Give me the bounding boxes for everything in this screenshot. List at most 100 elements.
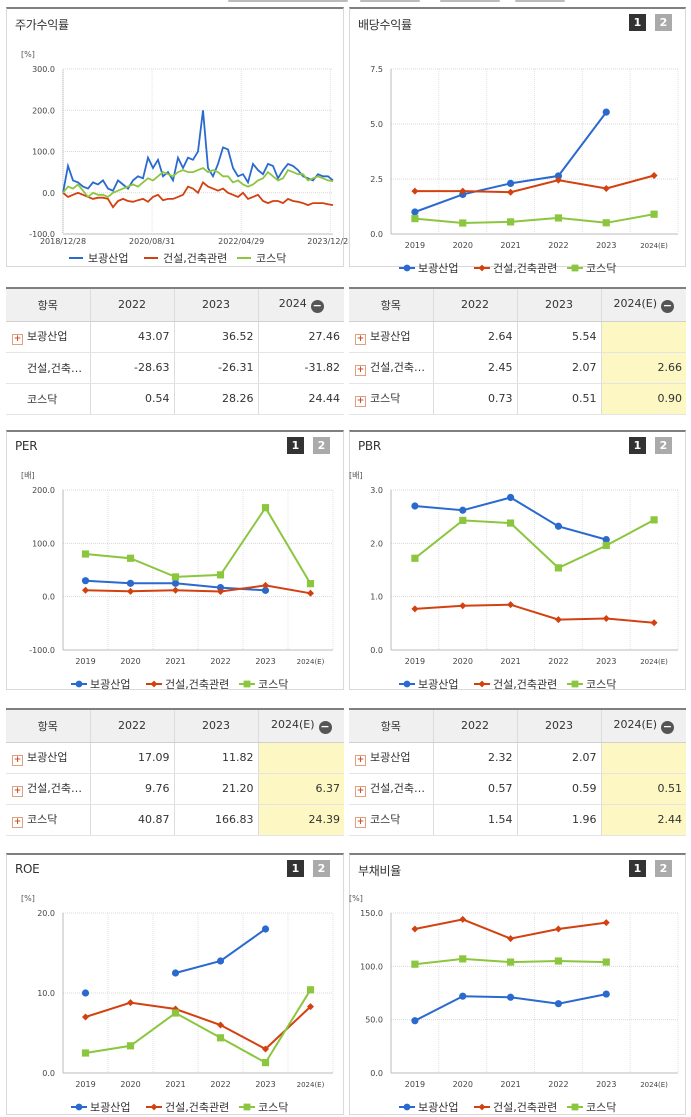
data-point	[554, 957, 563, 965]
series-line	[62, 110, 334, 193]
data-point	[602, 615, 610, 623]
toggle-button-2[interactable]: 2	[655, 860, 672, 877]
toggle-button-2[interactable]: 2	[655, 437, 672, 454]
legend-item[interactable]: 코스닥	[567, 1101, 616, 1114]
y-tick-label: 0.0	[370, 230, 383, 239]
x-tick-label: 2020	[453, 657, 473, 666]
row-name-cell[interactable]: + 건설,건축…	[349, 352, 434, 384]
data-point	[261, 504, 270, 512]
legend-item[interactable]: 건설,건축관련	[474, 678, 557, 691]
expand-plus-icon[interactable]: +	[355, 365, 366, 376]
data-point	[554, 522, 563, 530]
legend-item[interactable]: 보광산업	[399, 678, 458, 691]
table-header: 항목	[349, 709, 434, 743]
row-name-cell[interactable]: + 보광산업	[349, 321, 434, 353]
y-tick-label: 150.0	[360, 909, 383, 918]
chart-title: PER	[15, 439, 38, 453]
table-cell: 6.37	[258, 773, 344, 805]
row-name-cell[interactable]: + 건설,건축…	[349, 773, 434, 805]
x-tick-label: 2022	[548, 657, 568, 666]
chart-svg: [배] 200.0 100.0 0.0 -100.0 2019 2020 2021 2022 20…	[21, 471, 334, 691]
expand-plus-icon[interactable]: +	[355, 334, 366, 345]
toggle-button-1[interactable]: 1	[629, 437, 646, 454]
row-name-cell[interactable]: + 보광산업	[6, 742, 91, 774]
legend-item[interactable]: 건설,건축관련	[474, 262, 557, 275]
toggle-button-1[interactable]: 1	[287, 860, 304, 877]
legend-item[interactable]: 코스닥	[567, 678, 616, 691]
toggle-button-1[interactable]: 1	[287, 437, 304, 454]
legend-item[interactable]: 보광산업	[71, 1101, 130, 1114]
data-point	[506, 958, 515, 966]
header-label: 항목	[37, 719, 58, 733]
x-tick-label: 2023	[596, 657, 616, 666]
data-point	[216, 571, 225, 579]
data-point	[459, 992, 467, 1000]
legend-item[interactable]: 건설,건축관련	[146, 678, 229, 691]
expand-plus-icon[interactable]: +	[12, 334, 23, 345]
header-label: 2023	[545, 719, 573, 733]
y-tick-label: 20.0	[37, 909, 55, 918]
x-tick-label: 2024(E)	[640, 658, 668, 666]
table-cell: -28.63	[90, 352, 175, 384]
data-point	[411, 208, 419, 216]
row-name-cell[interactable]: + 건설,건축…	[6, 773, 91, 805]
collapse-icon[interactable]: −	[318, 719, 332, 734]
data-point	[602, 108, 610, 116]
legend-item[interactable]: 코스닥	[567, 262, 616, 275]
legend-item[interactable]: 건설,건축관련	[144, 252, 227, 265]
collapse-icon[interactable]: −	[661, 298, 675, 313]
collapse-icon[interactable]: −	[310, 298, 324, 313]
x-tick-label: 2024(E)	[297, 658, 325, 666]
expand-plus-icon[interactable]: +	[12, 817, 23, 828]
series-line	[85, 505, 312, 585]
row-name-cell[interactable]: + 코스닥	[6, 804, 91, 836]
x-tick-label: 2022	[548, 241, 568, 250]
legend-item[interactable]: 건설,건축관련	[146, 1101, 229, 1114]
table-cell: -26.31	[174, 352, 259, 384]
row-name-cell[interactable]: + 보광산업	[6, 321, 91, 353]
row-name: 보광산업	[370, 751, 411, 764]
collapse-icon[interactable]: −	[661, 719, 675, 734]
legend-item[interactable]: 보광산업	[399, 262, 458, 275]
legend-item[interactable]: 코스닥	[239, 678, 288, 691]
x-tick-label: 2024(E)	[297, 1081, 325, 1089]
expand-plus-icon[interactable]: +	[355, 786, 366, 797]
legend-item[interactable]: 코스닥	[239, 1101, 288, 1114]
row-name-cell[interactable]: + 코스닥	[349, 383, 434, 415]
legend-item[interactable]: 건설,건축관련	[474, 1101, 557, 1114]
row-name: 코스닥	[27, 392, 58, 406]
chart-panel: 부채비율 1 2 [%] 150.0 100.0 50.0 0.0 2019 2020 2021 20…	[349, 853, 686, 1115]
expand-plus-icon[interactable]: +	[355, 755, 366, 766]
legend-item[interactable]: 보광산업	[71, 678, 130, 691]
legend-marker	[243, 680, 251, 688]
table-header: 2023	[174, 288, 259, 322]
data-point	[554, 1000, 563, 1008]
expand-plus-icon[interactable]: +	[355, 396, 366, 407]
data-point	[411, 1017, 419, 1025]
row-name-cell[interactable]: + 코스닥	[349, 804, 434, 836]
table-cell: 28.26	[174, 383, 259, 415]
table-cell: 0.51	[517, 383, 602, 415]
legend-item[interactable]: 보광산업	[69, 252, 128, 265]
toggle-button-1[interactable]: 1	[629, 860, 646, 877]
toggle-button-2[interactable]: 2	[655, 14, 672, 31]
legend-item[interactable]: 코스닥	[237, 252, 286, 265]
row-name-cell[interactable]: + 보광산업	[349, 742, 434, 774]
x-tick-label: 2021	[165, 1080, 185, 1089]
expand-plus-icon[interactable]: +	[12, 755, 23, 766]
toggle-button-2[interactable]: 2	[313, 860, 330, 877]
table-cell: 2.07	[517, 352, 602, 384]
toggle-button-2[interactable]: 2	[313, 437, 330, 454]
expand-plus-icon[interactable]: +	[12, 786, 23, 797]
y-tick-label: 0.0	[42, 189, 55, 198]
legend-item[interactable]: 보광산업	[399, 1101, 458, 1114]
table-row: + 보광산업 2.64 5.54	[349, 321, 686, 353]
toggle-button-1[interactable]: 1	[629, 14, 646, 31]
data-point	[650, 171, 658, 179]
y-tick-label: 200.0	[32, 106, 55, 115]
header-label: 2024(E)	[613, 717, 658, 731]
table-cell: 2.44	[601, 804, 686, 836]
expand-plus-icon[interactable]: +	[355, 817, 366, 828]
table-header: 2022	[90, 709, 175, 743]
data-point	[459, 955, 467, 963]
